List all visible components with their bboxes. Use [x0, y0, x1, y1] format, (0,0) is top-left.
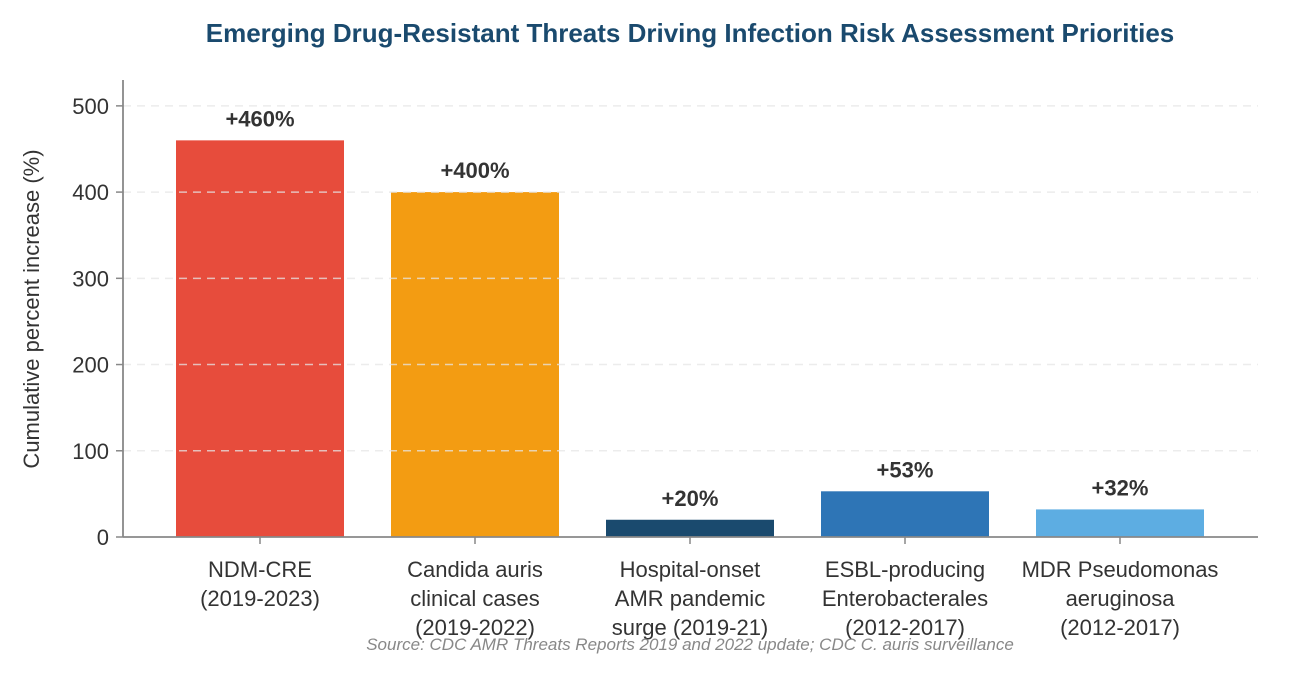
y-tick-label-5: 500: [72, 94, 109, 119]
data-label-3: +53%: [877, 457, 934, 482]
bar-4: [1036, 509, 1204, 537]
x-tick-label-2: Hospital-onset AMR pandemic surge (2019-21…: [612, 557, 769, 640]
source-note: Source: CDC AMR Threats Reports 2019 and…: [366, 635, 1014, 654]
y-tick-label-2: 200: [72, 353, 109, 378]
data-label-2: +20%: [662, 486, 719, 511]
x-tick-label-1: Candida auris clinical cases (2019-2022): [407, 557, 543, 640]
y-axis: 0 100 200 300 400 500: [72, 80, 124, 550]
y-tick-label-3: 300: [72, 266, 109, 291]
x-tick-label-3: ESBL-producing Enterobacterales (2012-2017…: [822, 557, 988, 640]
y-tick-label-4: 400: [72, 180, 109, 205]
data-labels: +460% +400% +20% +53% +32%: [225, 106, 1148, 510]
bars: [176, 140, 1204, 537]
x-axis: NDM-CRE (2019-2023) Candida auris clinical …: [123, 536, 1258, 640]
y-tick-label-1: 100: [72, 439, 109, 464]
bar-2: [606, 519, 774, 537]
x-tick-label-0: NDM-CRE (2019-2023): [200, 557, 320, 611]
chart-title: Emerging Drug-Resistant Threats Driving …: [206, 18, 1175, 48]
x-tick-label-4: MDR Pseudomonas aeruginosa (2012-2017): [1022, 557, 1219, 640]
gridlines: [123, 105, 1258, 452]
bar-0: [176, 140, 344, 537]
bar-3: [821, 491, 989, 537]
data-label-0: +460%: [225, 106, 294, 131]
y-axis-label: Cumulative percent increase (%): [19, 149, 44, 468]
y-tick-label-0: 0: [97, 525, 109, 550]
data-label-4: +32%: [1092, 475, 1149, 500]
data-label-1: +400%: [440, 158, 509, 183]
